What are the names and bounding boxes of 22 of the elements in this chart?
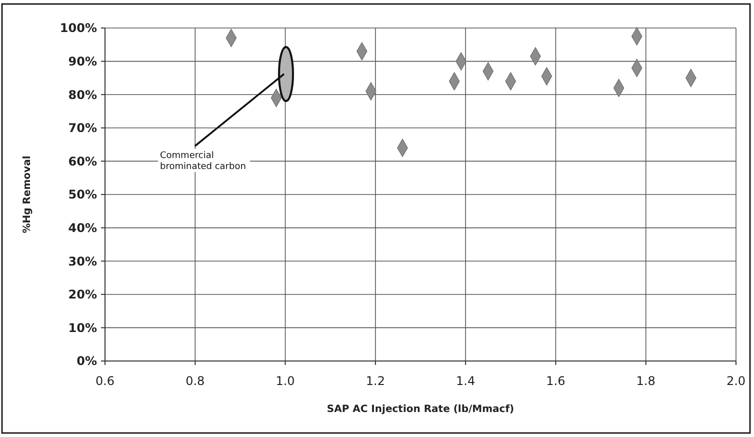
- x-tick-label: 1.6: [546, 374, 566, 388]
- x-tick-label: 1.8: [636, 374, 656, 388]
- y-tick-label: 100%: [60, 21, 97, 36]
- y-tick-label: 0%: [76, 354, 97, 368]
- y-axis-title: %Hg Removal: [22, 156, 33, 234]
- y-tick-label: 70%: [68, 121, 97, 136]
- y-tick-label: 80%: [68, 88, 97, 102]
- y-tick-label: 30%: [68, 254, 97, 268]
- y-tick-label: 60%: [68, 154, 97, 168]
- y-tick-label: 10%: [68, 320, 97, 335]
- x-axis-title: SAP AC Injection Rate (lb/Mmacf): [326, 404, 514, 415]
- x-tick-label: 2.0: [726, 374, 746, 388]
- annotation: Commercial brominated carbon: [160, 151, 246, 172]
- x-tick-label: 1.0: [276, 374, 295, 388]
- y-tick-label: 20%: [68, 288, 97, 302]
- y-tick-label: 50%: [68, 188, 97, 202]
- x-tick-label: 0.6: [95, 374, 115, 388]
- x-tick-label: 0.8: [186, 374, 205, 388]
- x-tick-label: 1.4: [456, 374, 476, 388]
- y-tick-label: 90%: [68, 54, 97, 68]
- y-tick-label: 40%: [68, 221, 97, 235]
- x-tick-label: 1.2: [366, 374, 385, 388]
